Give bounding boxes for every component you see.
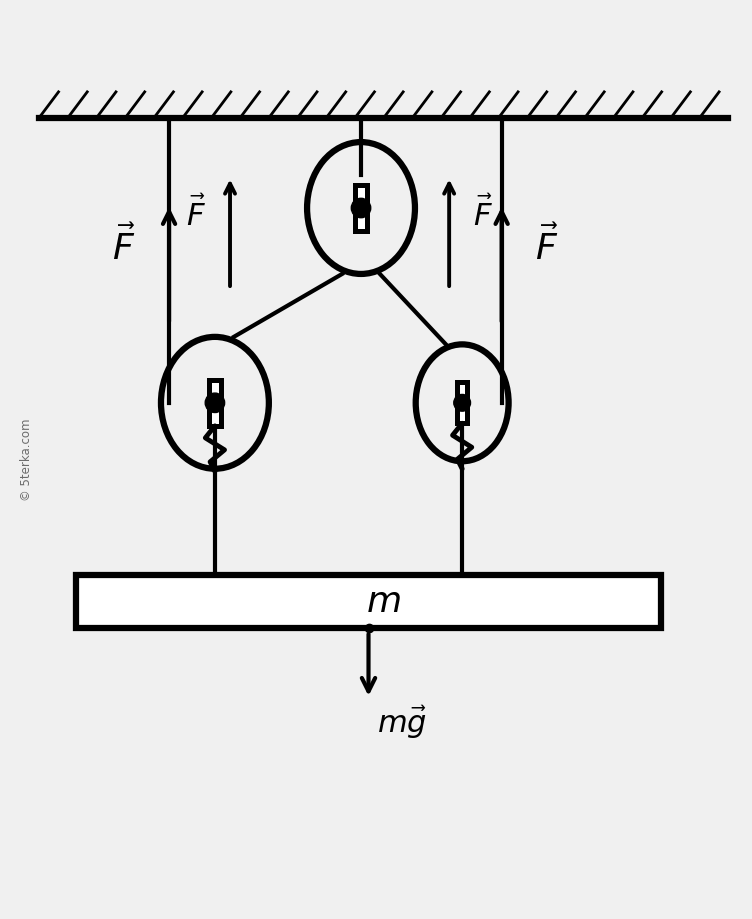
Bar xyxy=(209,380,221,426)
Bar xyxy=(209,380,221,426)
Text: © 5terka.com: © 5terka.com xyxy=(20,418,33,501)
Text: $\vec{F}$: $\vec{F}$ xyxy=(473,197,493,233)
Text: $m\vec{g}$: $m\vec{g}$ xyxy=(378,703,427,740)
Text: $\vec{F}$: $\vec{F}$ xyxy=(186,197,206,233)
Bar xyxy=(355,186,367,232)
Circle shape xyxy=(351,199,371,219)
Text: $m$: $m$ xyxy=(366,584,401,618)
Circle shape xyxy=(453,395,471,412)
Bar xyxy=(76,575,661,628)
Bar xyxy=(457,383,467,424)
Circle shape xyxy=(205,393,225,413)
Text: $\vec{F}$: $\vec{F}$ xyxy=(113,225,135,267)
Text: $\vec{F}$: $\vec{F}$ xyxy=(535,225,558,267)
Bar xyxy=(457,383,467,424)
Bar xyxy=(355,186,367,232)
